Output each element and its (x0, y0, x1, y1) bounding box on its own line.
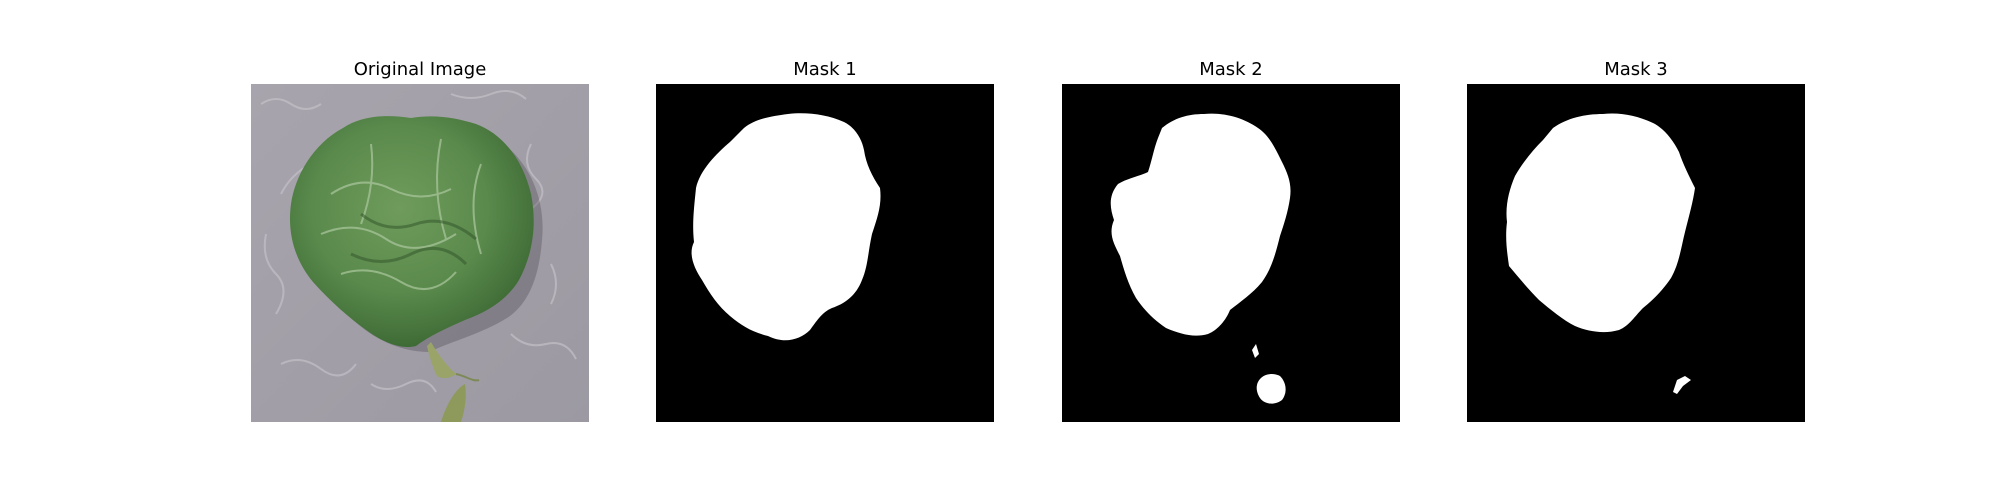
original-image (251, 84, 589, 422)
mask-3-panel: Mask 3 (1467, 56, 1805, 422)
mask-region (1110, 113, 1291, 336)
leaf-folds (350, 212, 477, 266)
original-image-panel: Original Image (251, 56, 589, 422)
panel-title: Original Image (353, 59, 487, 80)
mask-2-panel: Mask 2 (1062, 56, 1400, 422)
lower-leaf-tip (441, 384, 466, 422)
mask-2-image (1062, 84, 1400, 422)
leaf-wrinkles (320, 138, 482, 290)
panel-title: Mask 3 (1604, 59, 1668, 80)
mask-speck (1673, 376, 1691, 394)
mask-1-image (656, 84, 994, 422)
mask-region (1506, 113, 1695, 333)
mask-1-canvas (656, 84, 994, 422)
mask-region (691, 113, 881, 341)
mask-3-image (1467, 84, 1805, 422)
leaf-stem (427, 342, 456, 379)
panel-title: Mask 2 (1199, 59, 1263, 80)
mask-3-canvas (1467, 84, 1805, 422)
leaf (289, 116, 534, 348)
mask-1-panel: Mask 1 (656, 56, 994, 422)
panel-title: Mask 1 (793, 59, 857, 80)
original-image-canvas (251, 84, 589, 422)
mask-2-canvas (1062, 84, 1400, 422)
mask-blob (1256, 374, 1286, 404)
